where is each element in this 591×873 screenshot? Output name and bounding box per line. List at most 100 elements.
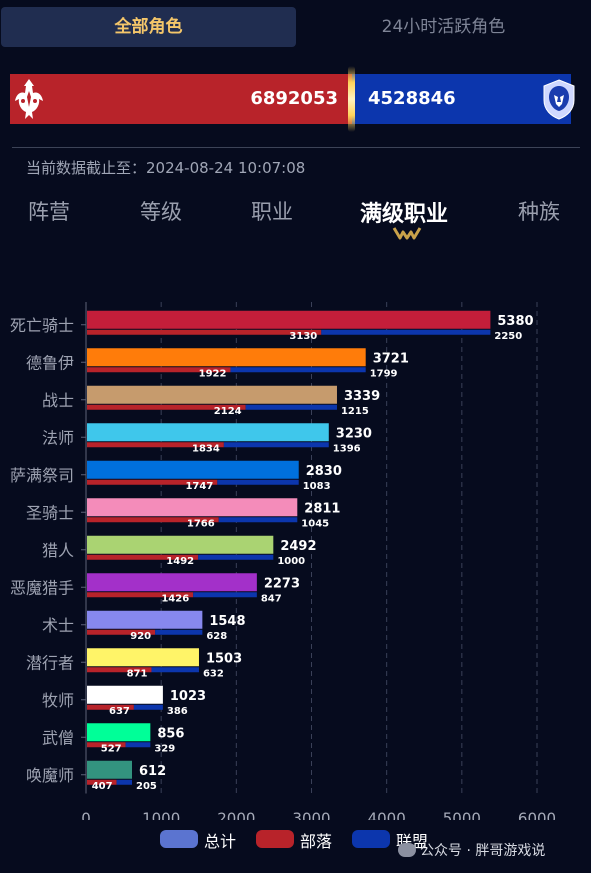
data-label-alliance: 628 [206,631,227,642]
watermark: 公众号 · 胖哥游戏说 [398,840,545,860]
tab-all-characters[interactable]: 全部角色 [1,7,296,47]
data-label-total: 3721 [373,351,409,366]
category-label: 萨满祭司 [10,466,74,485]
bar-horde [87,592,194,598]
bar-horde [87,442,224,448]
bar-horde [87,667,152,673]
bar-alliance [218,517,298,523]
data-label-alliance: 329 [154,743,175,754]
faction-divider [348,66,355,132]
data-label-alliance: 205 [136,781,157,792]
data-label-horde: 1922 [199,368,227,379]
tab-class[interactable]: 职业 [251,200,293,224]
bar-alliance [230,367,366,373]
alliance-lion-icon [543,79,575,120]
data-label-total: 856 [157,726,184,741]
category-label: 猎人 [42,541,74,560]
tab-level[interactable]: 等级 [140,200,182,224]
legend-label-horde: 部落 [300,832,333,851]
horde-total: 6892053 [250,88,338,109]
bar-horde [87,479,218,485]
x-tick-label: 3000 [292,810,330,821]
data-label-horde: 637 [109,706,130,717]
x-tick-label: 6000 [518,810,556,821]
bar-total [87,648,199,667]
data-label-horde: 1834 [192,443,220,454]
data-label-alliance: 1799 [370,368,398,379]
bar-alliance [223,442,329,448]
category-label: 德鲁伊 [26,353,74,372]
category-label: 唤魔师 [26,766,74,785]
watermark-text: 公众号 · 胖哥游戏说 [420,843,546,859]
x-tick-label: 1000 [142,810,180,821]
bar-total [87,385,337,404]
data-label-alliance: 1083 [303,481,331,492]
tab-faction[interactable]: 阵营 [28,200,70,224]
bar-alliance [198,554,274,560]
data-label-alliance: 632 [203,668,224,679]
x-tick-label: 4000 [368,810,406,821]
data-label-total: 2492 [280,539,316,554]
bar-total [87,498,298,517]
tab-24h-active-characters[interactable]: 24小时活跃角色 [381,17,506,37]
data-label-horde: 1426 [161,593,189,604]
data-label-horde: 1492 [166,556,194,567]
data-label-total: 2830 [306,464,342,479]
data-label-alliance: 1045 [301,518,329,529]
data-label-alliance: 386 [167,706,188,717]
data-label-total: 3230 [336,426,372,441]
legend-label-total: 总计 [204,832,237,851]
data-label-alliance: 847 [261,593,282,604]
x-tick-label: 0 [81,810,91,821]
category-label: 恶魔猎手 [10,578,74,597]
horde-crest-icon [15,79,43,119]
tab-max-level-class[interactable]: 满级职业 [360,202,449,227]
bar-total [87,535,274,554]
data-label-horde: 1766 [187,518,215,529]
bar-horde [87,704,134,710]
data-label-total: 5380 [497,314,533,329]
bar-total [87,423,329,442]
bar-horde [87,329,322,335]
bar-horde [87,742,126,748]
category-label: 战士 [42,391,74,410]
category-label: 武僧 [42,728,74,747]
data-label-alliance: 1396 [333,443,361,454]
data-label-total: 612 [139,764,166,779]
bar-total [87,460,299,479]
bar-total [87,348,366,367]
legend-swatch-total [160,830,198,848]
data-label-total: 2273 [264,576,300,591]
section-divider [12,147,580,148]
bar-alliance [116,779,133,785]
bar-alliance [321,329,491,335]
top-tab-bar: 全部角色 24小时活跃角色 [0,7,591,47]
data-label-alliance: 2250 [494,331,522,342]
wechat-icon [398,843,416,857]
data-timestamp: 当前数据截止至：2024-08-24 10:07:08 [26,159,306,177]
horde-segment: 6892053 [10,74,352,124]
data-label-horde: 407 [92,781,113,792]
bar-horde [87,404,246,410]
category-label: 圣骑士 [26,503,74,522]
tab-race[interactable]: 种族 [518,200,560,224]
bar-total [87,760,133,779]
bar-total [87,685,163,704]
bar-total [87,610,203,629]
data-label-horde: 527 [101,743,122,754]
bar-total [87,723,151,742]
data-label-horde: 920 [130,631,151,642]
legend-swatch-horde [256,830,294,848]
bar-alliance [193,592,257,598]
x-tick-label: 2000 [217,810,255,821]
bar-horde [87,367,231,373]
category-label: 死亡骑士 [10,316,74,335]
data-label-horde: 2124 [214,406,242,417]
bar-alliance [155,629,203,635]
category-label: 潜行者 [26,653,74,672]
data-label-alliance: 1215 [341,406,369,417]
data-label-total: 1548 [209,614,245,629]
bar-horde [87,629,156,635]
data-label-total: 1503 [206,651,242,666]
alliance-segment: 4528846 [352,74,571,124]
